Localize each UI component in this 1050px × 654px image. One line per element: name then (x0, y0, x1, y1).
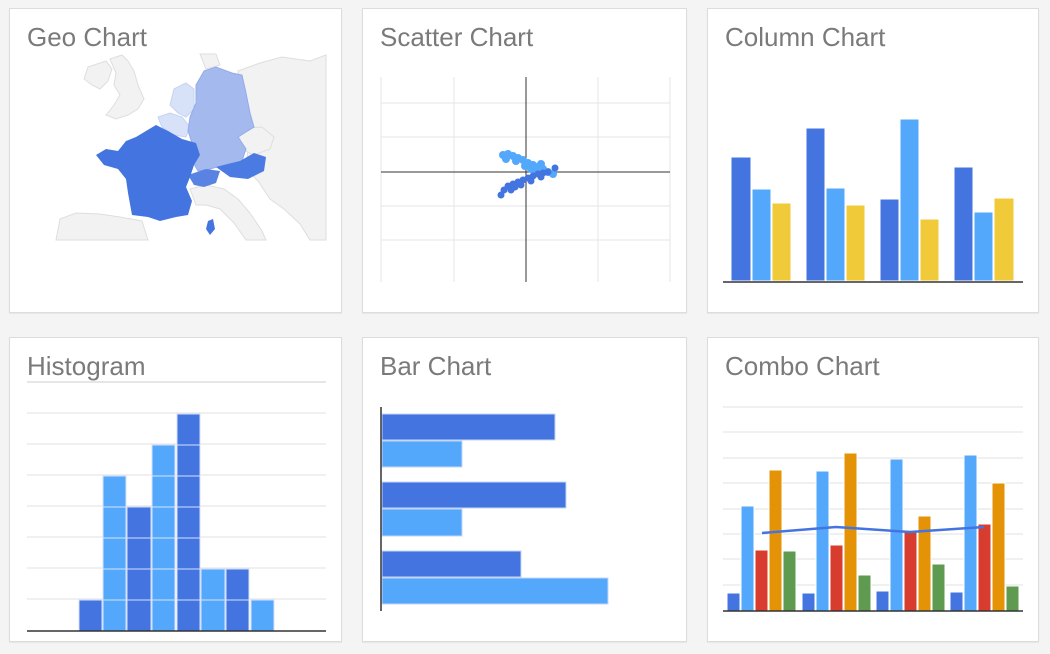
geo-chart-card[interactable]: Geo Chart (9, 8, 342, 313)
card-title: Column Chart (725, 22, 886, 52)
bar-chart (380, 407, 609, 611)
histogram-card[interactable]: Histogram (9, 337, 342, 642)
card-title: Combo Chart (725, 351, 880, 381)
combo-chart (723, 406, 1023, 612)
card-title: Bar Chart (380, 351, 492, 381)
combo-chart-card[interactable]: Combo Chart (707, 337, 1039, 642)
card-title: Scatter Chart (380, 22, 534, 52)
scatter-plot (380, 77, 671, 282)
scatter-chart-card[interactable]: Scatter Chart (362, 8, 687, 313)
card-title: Geo Chart (27, 22, 147, 52)
column-chart (723, 118, 1023, 283)
bar-chart-card[interactable]: Bar Chart (362, 337, 687, 642)
column-chart-card[interactable]: Column Chart (707, 8, 1039, 313)
geo-map (54, 53, 327, 241)
card-title: Histogram (27, 351, 146, 381)
histogram (27, 381, 326, 632)
